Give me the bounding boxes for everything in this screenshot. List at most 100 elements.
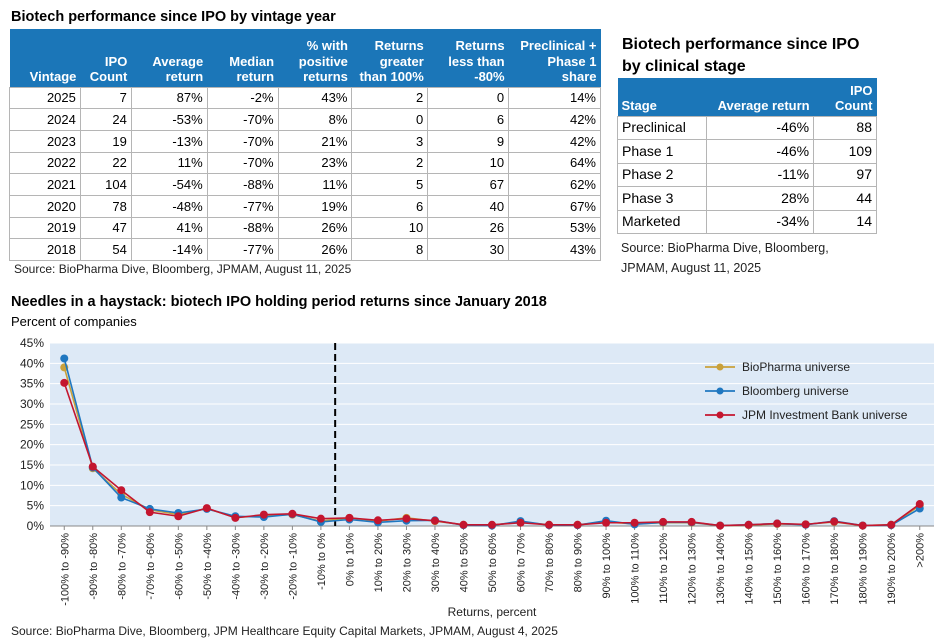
vintage-table-cell: 21%	[277, 129, 353, 153]
jpm-point	[602, 518, 611, 527]
vintage-table-cell: 41%	[130, 216, 208, 240]
legend-label-bloomberg: Bloomberg universe	[742, 384, 849, 398]
jpm-point	[117, 486, 126, 495]
stage-table-row: Phase 1 -46% 109	[616, 139, 877, 164]
vintage-table: Vintage IPO Count Average return Median ret…	[9, 29, 601, 261]
stage-source-line1: Source: BioPharma Dive, Bloomberg,	[621, 241, 829, 255]
stage-table-source: Source: BioPharma Dive, Bloomberg, JPMAM…	[621, 238, 829, 278]
y-tick-label: 35%	[20, 377, 44, 391]
jpm-point	[744, 520, 753, 529]
jpm-point	[373, 516, 382, 525]
vintage-table-cell: 7	[79, 86, 132, 110]
stage-table: Stage Average return IPO Count Preclinical…	[616, 78, 877, 234]
y-tick-label: 5%	[27, 499, 45, 513]
vintage-table-cell: -77%	[206, 238, 279, 261]
vintage-table-cell: 24	[79, 108, 132, 131]
vintage-table-cell: 2020	[9, 194, 81, 218]
vintage-table-cell: -2%	[206, 86, 279, 110]
x-tick-label: -60% to -50%	[173, 533, 185, 600]
stage-table-header-cell: Stage	[617, 78, 707, 116]
vintage-table-cell: -70%	[206, 129, 279, 153]
vintage-table-cell: -53%	[130, 108, 208, 131]
jpm-point	[801, 520, 810, 529]
vintage-table-cell: 19	[79, 129, 132, 153]
x-tick-label: 150% to 160%	[772, 533, 784, 605]
vintage-table-cell: -70%	[206, 151, 279, 175]
x-tick-label: 70% to 80%	[544, 533, 556, 593]
vintage-table-cell: 64%	[508, 151, 601, 175]
legend-marker-bloomberg	[716, 387, 724, 395]
x-tick-label: -20% to -10%	[287, 533, 299, 600]
vintage-table-cell: 6	[351, 194, 429, 218]
vintage-table-cell: 3	[351, 129, 429, 153]
vintage-table-cell: -77%	[206, 194, 279, 218]
vintage-table-cell: 54	[79, 238, 132, 261]
vintage-table-cell: -48%	[130, 194, 208, 218]
x-tick-label: 170% to 180%	[829, 533, 841, 605]
y-tick-label: 20%	[20, 438, 44, 452]
jpm-point	[231, 513, 240, 522]
jpm-point	[915, 500, 924, 509]
x-tick-label: 80% to 90%	[573, 533, 585, 593]
x-tick-label: 120% to 130%	[687, 533, 699, 605]
x-tick-label: 0% to 10%	[344, 533, 356, 586]
jpm-point	[202, 504, 211, 513]
jpm-point	[402, 514, 411, 523]
x-tick-label: >200%	[915, 533, 927, 568]
x-tick-label: -10% to 0%	[316, 533, 328, 590]
vintage-table-cell: 2023	[9, 129, 81, 153]
jpm-point	[316, 514, 325, 523]
stage-source-line2: JPMAM, August 11, 2025	[621, 261, 762, 275]
vintage-table-row: 2024 24 -53% -70% 8% 0 6 42%	[9, 108, 601, 131]
vintage-table-cell: 0	[427, 86, 510, 110]
jpm-point	[174, 512, 183, 521]
vintage-table-source: Source: BioPharma Dive, Bloomberg, JPMAM…	[14, 262, 352, 276]
stage-table-cell: 14	[813, 209, 877, 234]
stage-table-header: Stage Average return IPO Count	[617, 78, 877, 116]
plot-area	[50, 343, 934, 526]
vintage-table-cell: -13%	[130, 129, 208, 153]
x-tick-label: 140% to 150%	[744, 533, 756, 605]
vintage-table-cell: -54%	[130, 173, 208, 196]
vintage-table-cell: 8	[351, 238, 429, 261]
stage-table-cell: -46%	[706, 139, 815, 164]
vintage-table-cell: 26%	[277, 238, 353, 261]
bloomberg-point	[60, 354, 69, 363]
vintage-table-row: 2022 22 11% -70% 23% 2 10 64%	[9, 151, 601, 175]
jpm-point	[630, 518, 639, 527]
y-tick-label: 10%	[20, 478, 44, 492]
vintage-table-cell: 2019	[9, 216, 81, 240]
chart-subtitle: Percent of companies	[11, 314, 137, 329]
jpm-point	[345, 513, 354, 522]
vintage-table-header-cell: % with positive returns	[278, 29, 352, 87]
x-tick-label: -40% to -30%	[230, 533, 242, 600]
y-tick-label: 0%	[27, 519, 45, 533]
stage-table-cell: 28%	[706, 186, 815, 211]
vintage-table-cell: -14%	[130, 238, 208, 261]
bloomberg-point	[117, 493, 126, 502]
jpm-point	[459, 520, 468, 529]
vintage-table-cell: -88%	[206, 173, 279, 196]
vintage-table-cell: 26%	[277, 216, 353, 240]
jpm-point	[60, 378, 69, 387]
vintage-table-cell: 0	[351, 108, 429, 131]
stage-table-header-cell: Average return	[706, 78, 814, 116]
vintage-table-cell: 42%	[508, 108, 601, 131]
vintage-table-cell: 2025	[9, 86, 81, 110]
stage-table-cell: 44	[813, 186, 877, 211]
x-tick-label: -80% to -70%	[116, 533, 128, 600]
vintage-table-cell: 40	[427, 194, 510, 218]
x-axis-title: Returns, percent	[448, 605, 537, 619]
stage-table-cell: -46%	[706, 115, 815, 140]
jpm-point	[516, 518, 525, 527]
x-tick-label: 110% to 120%	[658, 533, 670, 604]
stage-table-cell: Preclinical	[616, 115, 708, 140]
jpm-point	[88, 462, 97, 471]
legend-label-biopharma: BioPharma universe	[742, 360, 850, 374]
chart-title: Needles in a haystack: biotech IPO holdi…	[11, 294, 547, 310]
x-tick-label: 20% to 30%	[401, 533, 413, 593]
vintage-table-header-cell: Returns greater than 100%	[351, 29, 428, 87]
vintage-table-header-cell: Average return	[131, 29, 208, 87]
chart-source: Source: BioPharma Dive, Bloomberg, JPM H…	[11, 624, 558, 638]
vintage-table-cell: 11%	[130, 151, 208, 175]
